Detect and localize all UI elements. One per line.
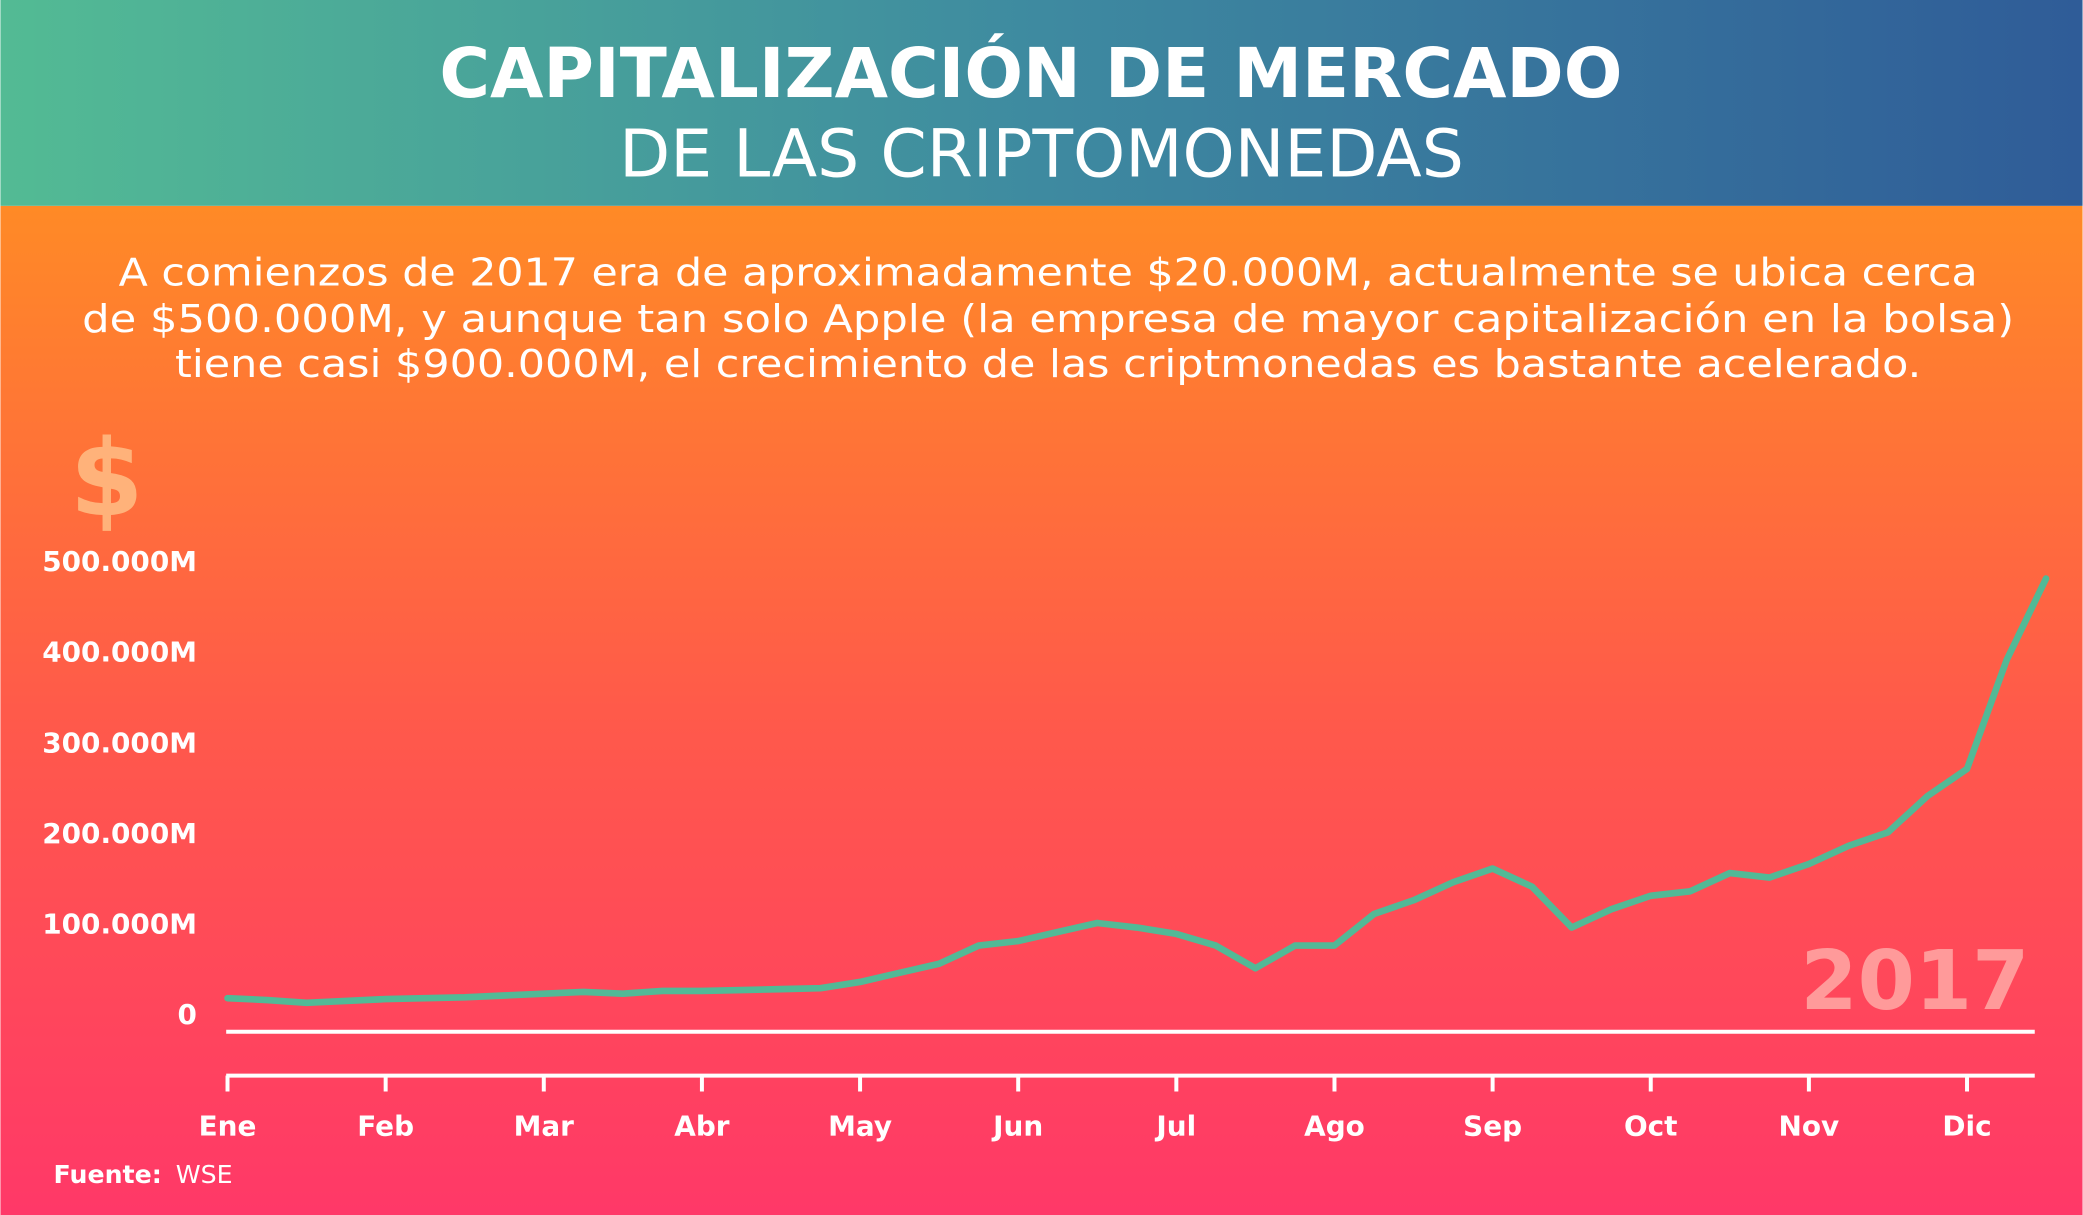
x-tick-label: Ago [1304, 1109, 1365, 1142]
description-line: tiene casi $900.000M, el crecimiento de … [175, 342, 1921, 387]
x-tick-label: Mar [514, 1109, 575, 1142]
y-axis-label: $ [70, 417, 144, 541]
source: WSE [176, 1160, 233, 1189]
x-tick-label: May [828, 1109, 892, 1142]
year-annotation: 2017 [1800, 934, 2029, 1029]
chart-subtitle: DE LAS CRIPTOMONEDAS [619, 115, 1464, 193]
x-tick-label: Nov [1779, 1109, 1840, 1142]
x-tick-label: Oct [1624, 1109, 1678, 1142]
background [0, 205, 2083, 1215]
description-line: de $500.000M, y aunque tan solo Apple (l… [82, 297, 2014, 342]
x-tick-label: Dic [1942, 1109, 1991, 1142]
x-tick-label: Jul [1154, 1109, 1196, 1142]
y-tick-label: 400.000M [42, 636, 197, 669]
source-label: Fuente: [54, 1160, 162, 1189]
header [0, 0, 2083, 206]
line-series [224, 575, 2050, 1007]
x-tick-label: Abr [674, 1109, 730, 1142]
y-tick-label: 0 [178, 998, 197, 1031]
y-tick-label: 100.000M [42, 908, 197, 941]
x-tick-label: Sep [1463, 1109, 1522, 1142]
x-tick-label: Ene [199, 1109, 257, 1142]
description-line: A comienzos de 2017 era de aproximadamen… [119, 250, 1978, 295]
y-tick-label: 500.000M [42, 545, 197, 578]
y-tick-label: 300.000M [42, 726, 197, 759]
chart-title: CAPITALIZACIÓN DE MERCADO [439, 32, 1622, 114]
x-tick-label: Jun [991, 1109, 1043, 1142]
y-tick-label: 200.000M [42, 817, 197, 850]
x-tick-label: Feb [357, 1109, 414, 1142]
